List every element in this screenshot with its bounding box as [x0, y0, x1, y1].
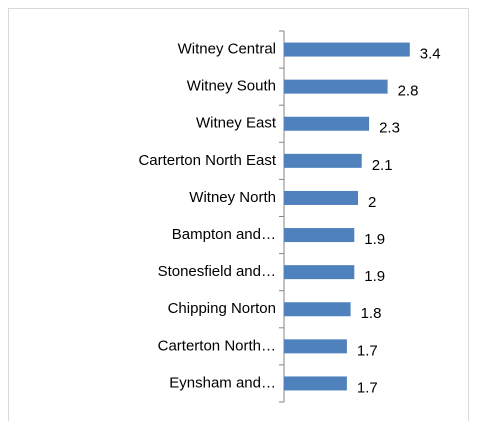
- data-label: 1.8: [361, 305, 382, 322]
- data-label: 1.9: [364, 268, 385, 285]
- category-label: Witney Central: [178, 41, 276, 58]
- data-label: 1.9: [364, 231, 385, 248]
- category-label: Chipping Norton: [168, 300, 276, 317]
- category-label: Witney North: [189, 189, 276, 206]
- category-label: Carterton North East: [138, 152, 276, 169]
- bar: [284, 153, 362, 168]
- category-label: Carterton North…: [158, 337, 276, 354]
- bar: [284, 228, 355, 243]
- data-label: 1.7: [357, 342, 378, 359]
- chart-border: [8, 8, 469, 421]
- category-label: Witney South: [187, 78, 276, 95]
- data-label: 1.7: [357, 379, 378, 396]
- category-label: Bampton and…: [172, 226, 276, 243]
- data-label: 2.1: [372, 157, 393, 174]
- data-label: 2: [368, 194, 376, 211]
- data-label: 2.3: [379, 120, 400, 137]
- bar: [284, 302, 351, 317]
- data-label: 3.4: [420, 46, 441, 63]
- bar: [284, 376, 347, 391]
- bar: [284, 339, 347, 354]
- category-label: Witney East: [196, 115, 277, 132]
- category-label: Eynsham and…: [169, 374, 276, 391]
- bar: [284, 42, 410, 57]
- bar: [284, 79, 388, 94]
- bar: [284, 265, 355, 280]
- category-label: Stonesfield and…: [158, 263, 276, 280]
- data-label: 2.8: [398, 83, 419, 100]
- bar: [284, 190, 358, 205]
- bar: [284, 116, 370, 131]
